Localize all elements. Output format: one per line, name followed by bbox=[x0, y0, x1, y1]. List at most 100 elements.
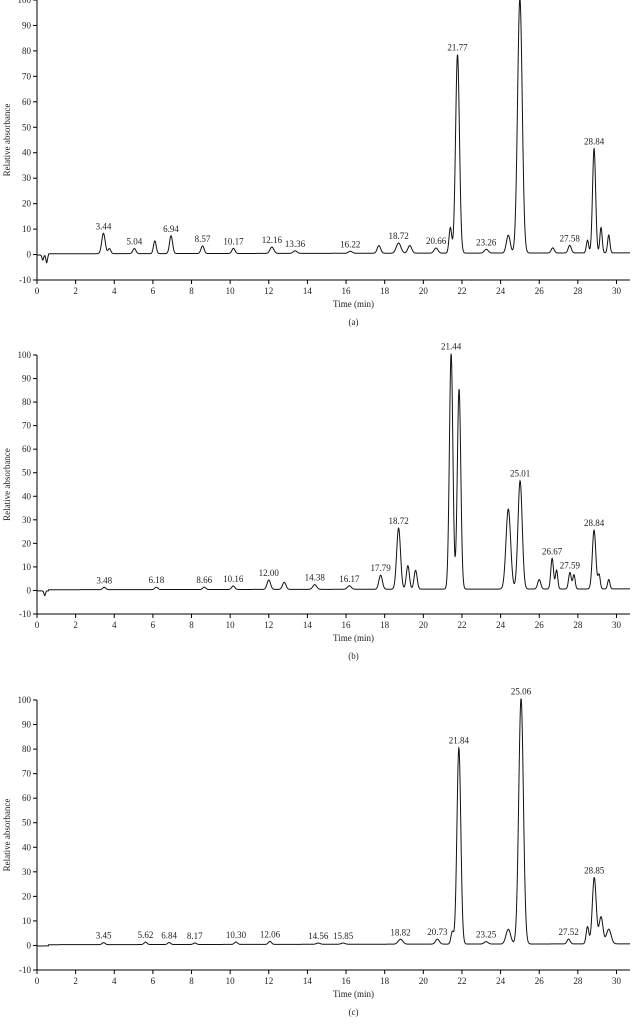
panel-a-x-tick-label: 22 bbox=[457, 286, 466, 296]
panel-c-y-tick-label: 20 bbox=[22, 891, 32, 901]
panel-c-peak-label: 20.73 bbox=[427, 927, 448, 937]
panel-b-x-tick-label: 14 bbox=[303, 620, 313, 630]
panel-a-x-tick-label: 20 bbox=[419, 286, 429, 296]
panel-a-peak-label: 27.58 bbox=[560, 233, 581, 243]
panel-c-peak-label: 23.25 bbox=[476, 930, 497, 940]
panel-b-y-tick-label: 80 bbox=[22, 397, 32, 407]
panel-a-y-tick-label: 0 bbox=[27, 250, 32, 260]
panel-c-x-tick-label: 26 bbox=[535, 976, 545, 986]
panel-a-chromatogram-trace bbox=[37, 0, 630, 264]
panel-b-y-tick-label: 90 bbox=[22, 374, 32, 384]
panel-b-x-tick-label: 4 bbox=[112, 620, 117, 630]
panel-b-chromatogram-trace bbox=[37, 353, 630, 597]
panel-a-y-tick-label: 50 bbox=[22, 122, 32, 132]
panel-c-y-tick-label: -10 bbox=[19, 965, 31, 975]
panel-a-x-tick-label: 10 bbox=[226, 286, 236, 296]
panel-c-x-tick-label: 22 bbox=[457, 976, 466, 986]
panel-b-y-tick-label: 30 bbox=[22, 515, 32, 525]
panel-b-x-tick-label: 0 bbox=[35, 620, 40, 630]
panel-b-x-tick-label: 20 bbox=[419, 620, 429, 630]
panel-c-y-tick-label: 10 bbox=[22, 916, 32, 926]
panel-a-y-tick-label: 80 bbox=[22, 46, 32, 56]
panel-a-y-tick-label: 20 bbox=[22, 199, 32, 209]
panel-c-peak-label: 8.17 bbox=[187, 931, 203, 941]
panel-c-peak-label: 14.56 bbox=[308, 931, 329, 941]
panel-c-x-axis-label: Time (min) bbox=[333, 989, 374, 999]
panel-c-peak-label: 10.30 bbox=[226, 930, 247, 940]
panel-c-x-tick-label: 6 bbox=[151, 976, 156, 986]
panel-a-x-tick-label: 14 bbox=[303, 286, 313, 296]
panel-c-x-tick-label: 20 bbox=[419, 976, 429, 986]
panel-c-y-tick-label: 40 bbox=[22, 842, 32, 852]
panel-b-y-tick-label: 10 bbox=[22, 562, 32, 572]
panel-c-y-tick-label: 60 bbox=[22, 793, 32, 803]
panel-b-peak-label: 14.38 bbox=[305, 573, 326, 583]
panel-a-y-tick-label: 60 bbox=[22, 97, 32, 107]
panel-a-x-tick-label: 12 bbox=[264, 286, 273, 296]
panel-c-x-tick-label: 10 bbox=[226, 976, 236, 986]
panel-b-y-tick-label: 40 bbox=[22, 491, 32, 501]
panel-a-peak-label: 6.94 bbox=[163, 224, 179, 234]
panel-c-y-tick-label: 30 bbox=[22, 867, 32, 877]
panel-a-peak-label: 3.44 bbox=[96, 221, 112, 231]
panel-b-x-tick-label: 24 bbox=[496, 620, 506, 630]
panel-b-peak-label: 27.59 bbox=[560, 560, 581, 570]
panel-c-y-tick-label: 80 bbox=[22, 744, 32, 754]
panel-c-peak-label: 3.45 bbox=[96, 931, 112, 941]
panel-c-x-tick-label: 0 bbox=[35, 976, 40, 986]
panel-c-peak-label: 18.82 bbox=[390, 927, 410, 937]
panel-a-y-axis-label: Relative absorbance bbox=[2, 104, 12, 177]
panel-c-x-tick-label: 8 bbox=[189, 976, 194, 986]
panel-a-x-tick-label: 16 bbox=[342, 286, 352, 296]
panel-c-peak-label: 12.06 bbox=[260, 929, 281, 939]
panel-a-x-tick-label: 0 bbox=[35, 286, 40, 296]
panel-a-y-tick-label: 40 bbox=[22, 148, 32, 158]
panel-a-peak-label: 20.66 bbox=[426, 236, 447, 246]
panel-b-peak-label: 6.18 bbox=[148, 575, 164, 585]
panel-b-x-tick-label: 18 bbox=[380, 620, 390, 630]
panel-a-x-tick-label: 8 bbox=[189, 286, 194, 296]
panel-c-x-tick-label: 4 bbox=[112, 976, 117, 986]
panel-b-x-tick-label: 6 bbox=[151, 620, 156, 630]
panel-b-peak-label: 28.84 bbox=[584, 518, 605, 528]
panel-a-y-tick-label: 30 bbox=[22, 173, 32, 183]
panel-a-peak-label: 28.84 bbox=[584, 137, 605, 147]
panel-a-y-tick-label: 90 bbox=[22, 20, 32, 30]
panel-b-y-tick-label: 100 bbox=[18, 350, 32, 360]
panel-a-x-tick-label: 24 bbox=[496, 286, 506, 296]
panel-c-x-tick-label: 28 bbox=[573, 976, 583, 986]
panel-c-y-tick-label: 90 bbox=[22, 720, 32, 730]
panel-a-x-tick-label: 26 bbox=[535, 286, 545, 296]
panel-a-y-tick-label: 10 bbox=[22, 224, 32, 234]
panel-c-x-tick-label: 18 bbox=[380, 976, 390, 986]
panel-b-peak-label: 3.48 bbox=[96, 575, 112, 585]
panel-b-y-tick-label: 70 bbox=[22, 421, 32, 431]
panel-a-peak-label: 16.22 bbox=[340, 239, 360, 249]
panel-a-peak-label: 18.72 bbox=[388, 231, 408, 241]
panel-b-y-axis-label: Relative absorbance bbox=[2, 448, 12, 521]
panel-b-y-tick-label: 50 bbox=[22, 468, 32, 478]
panel-c-y-tick-label: 100 bbox=[18, 695, 32, 705]
panel-b-peak-label: 25.01 bbox=[510, 469, 530, 479]
panel-c-y-tick-label: 50 bbox=[22, 818, 32, 828]
panel-c-peak-label: 15.85 bbox=[333, 931, 354, 941]
panel-b-x-tick-label: 12 bbox=[264, 620, 273, 630]
panel-b-x-tick-label: 30 bbox=[612, 620, 622, 630]
panel-c-x-tick-label: 14 bbox=[303, 976, 313, 986]
panel-c-x-tick-label: 12 bbox=[264, 976, 273, 986]
panel-c-y-axis-label: Relative absorbance bbox=[2, 799, 12, 872]
panel-a-x-tick-label: 6 bbox=[151, 286, 156, 296]
panel-b-peak-label: 21.44 bbox=[441, 342, 462, 352]
panel-b-x-tick-label: 22 bbox=[457, 620, 466, 630]
panel-c-peak-label: 27.52 bbox=[558, 927, 578, 937]
panel-b-peak-label: 8.66 bbox=[196, 575, 212, 585]
panel-b-peak-label: 17.79 bbox=[371, 563, 392, 573]
panel-a-x-tick-label: 18 bbox=[380, 286, 390, 296]
panel-a-peak-label: 10.17 bbox=[223, 236, 244, 246]
panel-b-y-tick-label: -10 bbox=[19, 609, 31, 619]
panel-b-x-tick-label: 10 bbox=[226, 620, 236, 630]
panel-b-caption-label: (b) bbox=[348, 651, 359, 661]
panel-c-x-tick-label: 24 bbox=[496, 976, 506, 986]
panel-c-y-tick-label: 70 bbox=[22, 769, 32, 779]
